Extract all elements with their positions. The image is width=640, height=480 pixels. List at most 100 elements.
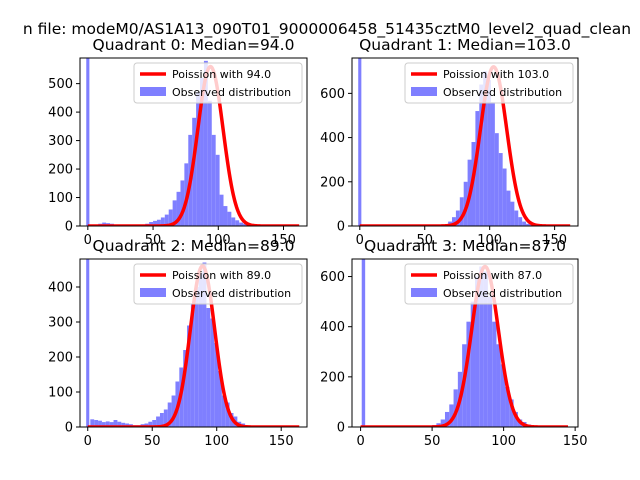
y-tick-label: 0 bbox=[337, 220, 345, 235]
y-tick-label: 0 bbox=[337, 421, 345, 436]
y-tick-label: 300 bbox=[48, 134, 73, 149]
hist-bar bbox=[194, 287, 199, 427]
legend-hist-swatch bbox=[411, 87, 437, 96]
hist-bar bbox=[98, 420, 102, 427]
hist-bar bbox=[231, 217, 236, 226]
y-tick-label: 600 bbox=[320, 270, 345, 285]
legend-frame bbox=[133, 62, 303, 104]
hist-bar bbox=[514, 210, 519, 226]
x-tick-label: 150 bbox=[542, 233, 567, 248]
x-tick-label: 100 bbox=[477, 233, 502, 248]
poisson-fit-line bbox=[358, 65, 572, 226]
hist-bar bbox=[487, 296, 493, 427]
hist-bar bbox=[207, 100, 212, 226]
hist-bar bbox=[498, 153, 503, 226]
hist-bar bbox=[94, 420, 99, 427]
y-tick-label: 200 bbox=[48, 163, 73, 178]
hist-bar bbox=[163, 409, 168, 427]
hist-bar bbox=[183, 350, 188, 427]
y-tick-label: 400 bbox=[48, 281, 73, 296]
hist-bar bbox=[227, 211, 232, 226]
x-tick-label: 50 bbox=[424, 434, 441, 449]
y-tick-label: 100 bbox=[48, 191, 73, 206]
legend-frame bbox=[404, 62, 574, 104]
hist-bar bbox=[475, 111, 480, 226]
hist-bar bbox=[215, 154, 220, 226]
hist-bar bbox=[440, 419, 445, 427]
hist-bar bbox=[496, 344, 501, 427]
y-tick-label: 0 bbox=[65, 421, 73, 436]
hist-bar bbox=[487, 80, 491, 226]
legend-hist-label: Observed distribution bbox=[443, 86, 562, 99]
legend-hist-swatch bbox=[140, 288, 166, 297]
chart-panel-1: 0 50 100 150 0 200 400 600 Quadrant 1: Median=10… bbox=[320, 36, 579, 248]
y-tick-label: 400 bbox=[320, 131, 345, 146]
x-tick-label: 0 bbox=[356, 233, 364, 248]
chart-title: Quadrant 0: Median=94.0 bbox=[93, 36, 295, 54]
hist-bar bbox=[510, 201, 515, 226]
hist-bar bbox=[526, 223, 530, 226]
legend-fit-label: Poission with 103.0 bbox=[443, 68, 549, 81]
hist-bar bbox=[479, 84, 484, 226]
hist-bar bbox=[235, 220, 240, 226]
hist-bar bbox=[221, 395, 226, 427]
hist-bar bbox=[153, 220, 157, 226]
axes-frame bbox=[351, 258, 579, 428]
hist-bar bbox=[214, 343, 219, 427]
hist-bar bbox=[86, 259, 90, 427]
hist-bar bbox=[361, 259, 366, 427]
hist-bar bbox=[475, 276, 480, 427]
hist-bar bbox=[148, 421, 153, 427]
plot-area bbox=[86, 259, 301, 427]
x-tick-label: 0 bbox=[84, 233, 92, 248]
y-tick-label: 400 bbox=[320, 320, 345, 335]
legend-frame bbox=[133, 263, 303, 305]
axes-frame bbox=[79, 57, 308, 227]
hist-bar bbox=[156, 416, 160, 427]
y-tick-label: 500 bbox=[48, 77, 73, 92]
x-tick-label: 150 bbox=[271, 233, 296, 248]
chart-panel-0: 0 50 100 150 0 100 200 300 400 500 Quadrant 0: Med… bbox=[48, 36, 308, 248]
hist-bar bbox=[90, 419, 95, 427]
y-tick-label: 200 bbox=[320, 370, 345, 385]
x-tick-label: 100 bbox=[491, 434, 516, 449]
hist-bar bbox=[502, 168, 507, 226]
x-tick-label: 150 bbox=[269, 434, 294, 449]
hist-bar bbox=[219, 194, 224, 226]
hist-bar bbox=[483, 71, 488, 226]
hist-bar bbox=[455, 210, 460, 226]
legend: Poission with 89.0 Observed distribution bbox=[133, 263, 303, 305]
hist-bar bbox=[202, 262, 207, 427]
hist-bar bbox=[479, 266, 484, 427]
legend-fit-label: Poission with 89.0 bbox=[172, 269, 271, 282]
y-tick-label: 0 bbox=[65, 220, 73, 235]
hist-bar bbox=[470, 301, 476, 427]
hist-bar bbox=[180, 180, 185, 226]
hist-bar bbox=[109, 422, 114, 427]
legend-hist-swatch bbox=[411, 288, 437, 297]
hist-bar bbox=[190, 304, 195, 427]
plot-area bbox=[358, 58, 572, 226]
y-tick-label: 300 bbox=[48, 316, 73, 331]
hist-bar bbox=[192, 117, 197, 226]
y-tick-label: 200 bbox=[320, 175, 345, 190]
x-tick-label: 0 bbox=[84, 434, 92, 449]
hist-bar bbox=[176, 191, 181, 226]
hist-bar bbox=[149, 222, 154, 226]
x-tick-label: 0 bbox=[356, 434, 364, 449]
legend-fit-label: Poission with 94.0 bbox=[172, 68, 271, 81]
hist-bar bbox=[167, 402, 172, 427]
hist-bar bbox=[168, 209, 173, 226]
legend: Poission with 103.0 Observed distribution bbox=[404, 62, 574, 104]
legend-frame bbox=[404, 263, 574, 305]
chart-title: Quadrant 1: Median=103.0 bbox=[359, 36, 571, 54]
hist-bar bbox=[210, 318, 215, 427]
hist-bar bbox=[211, 134, 216, 226]
hist-bar bbox=[172, 200, 177, 226]
legend: Poission with 94.0 Observed distribution bbox=[133, 62, 303, 104]
hist-bar bbox=[522, 221, 527, 226]
chart-title: Quadrant 2: Median=89.0 bbox=[93, 237, 295, 255]
poisson-fit-line bbox=[86, 264, 301, 427]
legend-hist-label: Observed distribution bbox=[172, 287, 291, 300]
